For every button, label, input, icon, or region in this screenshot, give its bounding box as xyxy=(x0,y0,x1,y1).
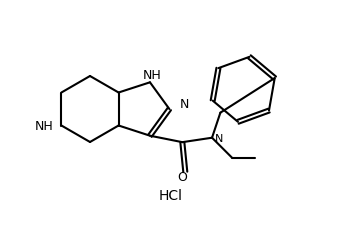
Text: O: O xyxy=(177,171,187,184)
Text: N: N xyxy=(179,98,189,111)
Text: HCl: HCl xyxy=(159,188,183,202)
Text: N: N xyxy=(215,133,223,143)
Text: NH: NH xyxy=(35,119,53,132)
Text: NH: NH xyxy=(143,69,161,81)
